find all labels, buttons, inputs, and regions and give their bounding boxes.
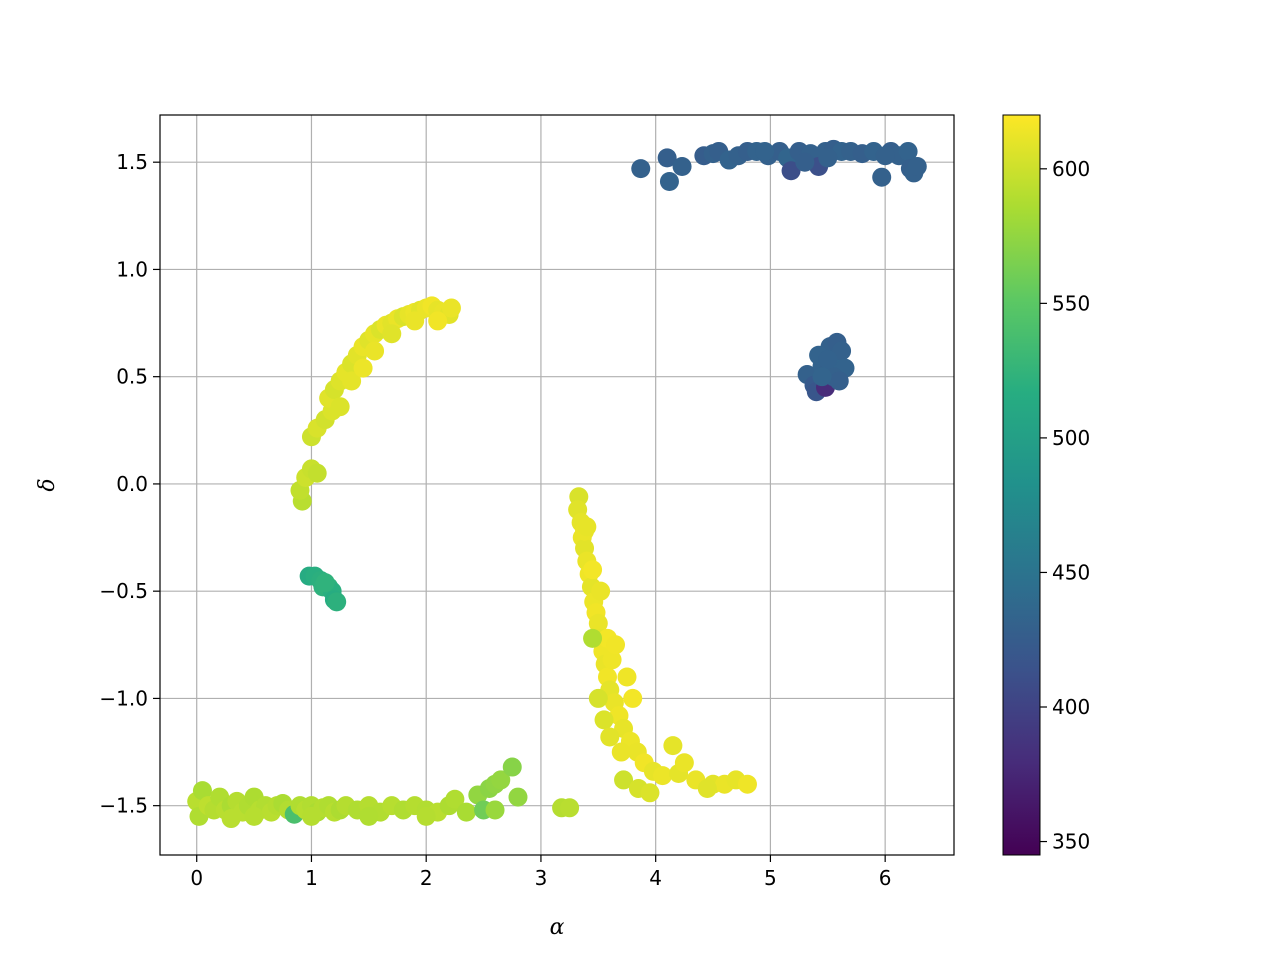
colorbar <box>1002 114 1041 856</box>
scatter-point <box>818 148 838 168</box>
scatter-point <box>602 650 622 670</box>
scatter-point <box>428 311 448 331</box>
scatter-point <box>588 613 608 633</box>
scatter-point <box>365 341 385 361</box>
scatter-point <box>611 742 631 762</box>
x-axis-ticks: 0 1 2 3 4 5 6 <box>190 855 892 890</box>
scatter-point <box>359 806 379 826</box>
y-tick-label: −1.0 <box>99 686 148 710</box>
scatter-point <box>795 152 815 172</box>
colorbar-tick-label: 450 <box>1052 560 1090 584</box>
scatter-point <box>623 688 643 708</box>
scatter-point <box>872 167 892 187</box>
scatter-point <box>583 560 603 580</box>
scatter-point <box>737 774 757 794</box>
scatter-point <box>631 159 651 179</box>
scatter-point <box>812 367 832 387</box>
grid <box>160 115 954 855</box>
scatter-point <box>640 783 660 803</box>
scatter-point <box>663 736 683 756</box>
scatter-point <box>614 770 634 790</box>
scatter-point <box>315 573 335 593</box>
scatter-point <box>491 770 511 790</box>
scatter-point <box>755 141 775 161</box>
colorbar-tick-label: 600 <box>1052 157 1090 181</box>
scatter-point <box>781 161 801 181</box>
scatter-point <box>416 806 436 826</box>
scatter-point <box>405 311 425 331</box>
x-tick-label: 4 <box>649 866 662 890</box>
y-axis-label: δ <box>35 478 60 491</box>
y-tick-label: −0.5 <box>99 579 148 603</box>
y-tick-label: 0.0 <box>116 472 148 496</box>
scatter-point <box>382 324 402 344</box>
scatter-point <box>832 341 852 361</box>
scatter-point <box>560 798 580 818</box>
scatter-point <box>591 581 611 601</box>
scatter-point <box>456 802 476 822</box>
scatter-point <box>600 727 620 747</box>
scatter-point <box>508 787 528 807</box>
y-tick-label: 1.5 <box>116 150 148 174</box>
x-tick-label: 2 <box>420 866 433 890</box>
scatter-point <box>307 463 327 483</box>
x-tick-label: 5 <box>764 866 777 890</box>
x-tick-label: 3 <box>535 866 548 890</box>
scatter-point <box>875 146 895 166</box>
scatter-point <box>244 806 264 826</box>
plot-frame <box>159 114 955 856</box>
scatter-point <box>657 148 677 168</box>
scatter-point <box>445 789 465 809</box>
colorbar-tick-label: 550 <box>1052 291 1090 315</box>
scatter-point <box>829 371 849 391</box>
scatter-point <box>330 397 350 417</box>
scatter-point <box>898 141 918 161</box>
scatter-point <box>672 156 692 176</box>
data-points <box>187 139 927 829</box>
x-tick-label: 1 <box>305 866 318 890</box>
scatter-point <box>659 171 679 191</box>
scatter-point <box>583 628 603 648</box>
x-tick-label: 0 <box>190 866 203 890</box>
colorbar-tick-label: 500 <box>1052 426 1090 450</box>
scatter-point <box>818 350 838 370</box>
colorbar-tick-label: 350 <box>1052 830 1090 854</box>
scatter-point <box>485 800 505 820</box>
y-tick-label: 1.0 <box>116 257 148 281</box>
scatter-point <box>594 710 614 730</box>
scatter-point <box>192 781 212 801</box>
scatter-point <box>221 809 241 829</box>
scatter-point <box>674 753 694 773</box>
scatter-point <box>502 757 522 777</box>
scatter-point <box>907 156 927 176</box>
scatter-point <box>301 806 321 826</box>
scatter-point <box>653 766 673 786</box>
colorbar-tick-label: 400 <box>1052 695 1090 719</box>
scatter-point <box>697 779 717 799</box>
scatter-point <box>588 688 608 708</box>
x-axis-label: α <box>550 915 565 940</box>
scatter-point <box>606 635 626 655</box>
y-tick-label: −1.5 <box>99 794 148 818</box>
x-tick-label: 6 <box>879 866 892 890</box>
y-axis-ticks: −1.5 −1.0 −0.5 0.0 0.5 1.0 1.5 <box>99 150 160 818</box>
scatter-point <box>617 667 637 687</box>
scatter-point <box>577 517 597 537</box>
y-tick-label: 0.5 <box>116 365 148 389</box>
scatter-point <box>327 592 347 612</box>
colorbar-ticks: 350 400 450 500 550 600 <box>1040 157 1090 854</box>
scatter-point <box>441 298 461 318</box>
scatter-point <box>353 358 373 378</box>
scatter-point <box>342 371 362 391</box>
